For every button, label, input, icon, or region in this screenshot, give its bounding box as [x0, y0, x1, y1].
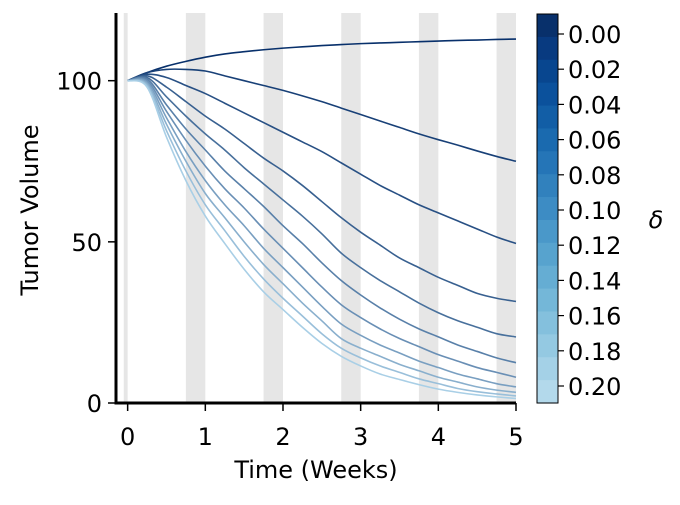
- colorbar-segment: [537, 151, 558, 175]
- series-line-delta-0.02: [127, 68, 517, 163]
- series-line-delta-0.06: [127, 74, 517, 303]
- x-tick-label: 4: [431, 423, 446, 451]
- colorbar-tick-label: 0.04: [568, 91, 621, 119]
- colorbar-tick-label: 0.02: [568, 56, 621, 84]
- x-tick-label: 1: [198, 423, 213, 451]
- colorbar: 0.00 0.02 0.04 0.06 0.08 0.10 0.12 0.14 0.16 0.18…: [536, 13, 621, 404]
- colorbar-tick-label: 0.08: [568, 162, 621, 190]
- treatment-band-2: [263, 13, 283, 403]
- colorbar-tick-label: 0.10: [568, 197, 621, 225]
- series-line-delta-0.18: [127, 79, 517, 397]
- series-line-delta-0.16: [127, 78, 517, 394]
- y-tick-label: 50: [71, 229, 102, 257]
- x-tick-label: 0: [120, 423, 135, 451]
- y-axis-label: Tumor Volume: [16, 124, 44, 296]
- colorbar-tick-label: 0.18: [568, 338, 621, 366]
- colorbar-segment: [537, 288, 558, 313]
- colorbar-tick-label: 0.20: [568, 373, 621, 401]
- y-tick-label: 0: [87, 390, 102, 418]
- colorbar-segment: [537, 174, 558, 198]
- y-tick-label: 100: [56, 68, 102, 96]
- colorbar-tick-label: 0.14: [568, 267, 621, 295]
- treatment-band-4: [418, 13, 439, 403]
- treatment-band-1: [185, 13, 206, 403]
- treatment-band-0: [123, 13, 128, 403]
- colorbar-segment: [537, 219, 558, 244]
- colorbar-segment: [537, 128, 558, 152]
- colorbar-frame: [536, 13, 559, 404]
- colorbar-segment: [537, 380, 558, 404]
- series-line-delta-0.14: [127, 78, 517, 388]
- colorbar-tick-label: 0.12: [568, 232, 621, 260]
- colorbar-segment: [537, 357, 558, 381]
- series-line-delta-0.04: [127, 73, 517, 245]
- treatment-band-5: [496, 13, 516, 403]
- colorbar-tick-label: 0.00: [568, 21, 621, 49]
- colorbar-segment: [537, 105, 558, 130]
- colorbar-segment: [537, 36, 558, 61]
- series-line-delta-0.20: [127, 79, 517, 400]
- series-line-delta-0.10: [127, 76, 517, 364]
- colorbar-segment: [537, 59, 558, 84]
- series-line-delta-0.12: [127, 77, 517, 378]
- series-lines: [127, 38, 517, 400]
- y-ticks: 0 50 100: [56, 68, 116, 418]
- x-tick-label: 5: [508, 423, 523, 451]
- colorbar-segment: [537, 265, 558, 290]
- colorbar-tick-label: 0.16: [568, 303, 621, 331]
- colorbar-label: δ: [649, 206, 664, 234]
- x-axis-label: Time (Weeks): [233, 456, 397, 484]
- colorbar-segment: [537, 311, 558, 335]
- x-tick-label: 2: [275, 423, 290, 451]
- x-tick-label: 3: [353, 423, 368, 451]
- colorbar-segment: [537, 334, 558, 358]
- series-line-delta-0.00: [127, 38, 517, 82]
- colorbar-segment: [537, 82, 558, 107]
- x-ticks: 0 1 2 3 4 5: [120, 403, 524, 451]
- colorbar-segment: [537, 14, 558, 38]
- series-line-delta-0.08: [127, 75, 517, 338]
- colorbar-tick-label: 0.06: [568, 127, 621, 155]
- colorbar-segment: [537, 242, 558, 267]
- colorbar-segment: [537, 197, 558, 221]
